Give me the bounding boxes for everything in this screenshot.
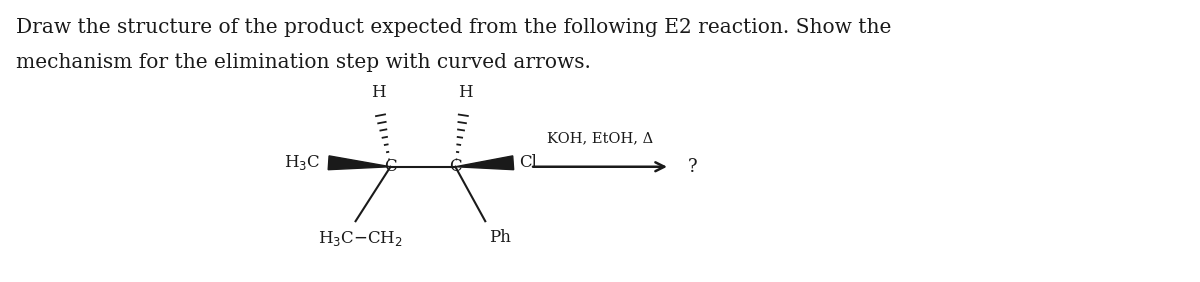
Text: Ph: Ph xyxy=(490,229,511,246)
Text: H: H xyxy=(458,84,473,102)
Text: ?: ? xyxy=(688,158,697,176)
Text: C: C xyxy=(384,158,397,175)
Text: mechanism for the elimination step with curved arrows.: mechanism for the elimination step with … xyxy=(17,53,592,72)
Polygon shape xyxy=(455,156,514,170)
Text: KOH, EtOH, Δ: KOH, EtOH, Δ xyxy=(547,131,653,145)
Text: C: C xyxy=(449,158,462,175)
Text: H$_3$C: H$_3$C xyxy=(284,153,320,172)
Polygon shape xyxy=(328,156,390,170)
Text: Cl: Cl xyxy=(520,154,538,171)
Text: H: H xyxy=(371,84,386,102)
Text: H$_3$C$-$CH$_2$: H$_3$C$-$CH$_2$ xyxy=(318,229,402,248)
Text: Draw the structure of the product expected from the following E2 reaction. Show : Draw the structure of the product expect… xyxy=(17,18,892,37)
